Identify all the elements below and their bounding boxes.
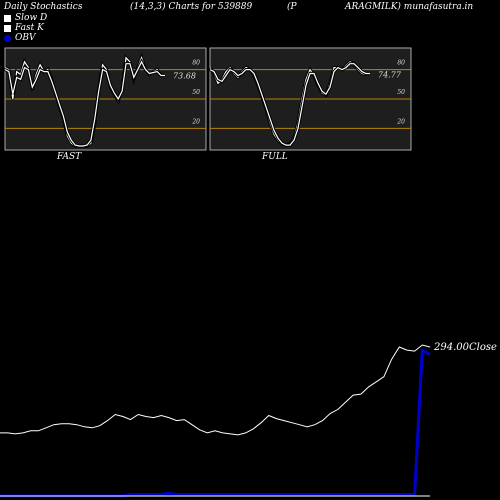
close-value-number: 294.00 bbox=[433, 342, 470, 353]
full-level-label-20: 20 bbox=[396, 118, 405, 125]
full-panel-label: FULL bbox=[262, 152, 288, 162]
legend-obv: OBV bbox=[4, 33, 36, 43]
full-value-label: 74.77 bbox=[378, 71, 402, 80]
chart-title: Daily Stochastics bbox=[4, 2, 83, 12]
fast-value-label: 73.68 bbox=[173, 71, 196, 80]
fast-level-label-80: 80 bbox=[192, 60, 200, 67]
full-level-label-80: 80 bbox=[397, 60, 405, 67]
chart-params: (14,3,3) Charts for 539889 bbox=[130, 2, 253, 12]
stock-name-right: ARAGMILK) munafasutra.in bbox=[345, 2, 474, 12]
close-value-label: 294.00Close bbox=[433, 342, 497, 353]
obv-line bbox=[0, 347, 431, 498]
legend-swatch-slow-d bbox=[4, 14, 11, 22]
fast-series-1-line bbox=[4, 60, 165, 147]
close-price-line bbox=[0, 344, 431, 436]
fast-level-label-50: 50 bbox=[192, 89, 200, 96]
close-value-suffix: Close bbox=[469, 342, 497, 353]
legend-fast-k: Fast K bbox=[4, 23, 44, 33]
legend-swatch-fast-k bbox=[4, 24, 11, 32]
legend-label-fast-k: Fast K bbox=[15, 23, 44, 33]
fast-panel-label: FAST bbox=[57, 152, 82, 162]
full-level-label-50: 50 bbox=[397, 89, 405, 96]
legend-slow-d: Slow D bbox=[4, 13, 47, 23]
legend-swatch-obv bbox=[4, 34, 11, 42]
fast-level-label-20: 20 bbox=[191, 118, 200, 125]
legend-label-obv: OBV bbox=[15, 33, 36, 43]
stock-name-left: (P bbox=[287, 2, 297, 12]
full-series-1-line bbox=[209, 63, 370, 146]
legend-label-slow-d: Slow D bbox=[15, 13, 48, 23]
